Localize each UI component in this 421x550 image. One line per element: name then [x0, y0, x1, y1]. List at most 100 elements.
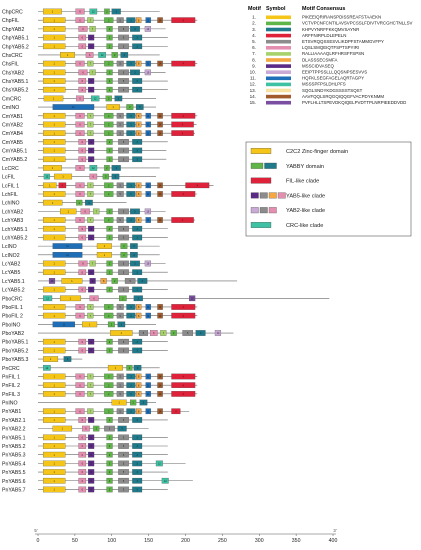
- gene-label: LchYAB2: [2, 209, 23, 215]
- motif-number: 3: [115, 176, 117, 179]
- motif-8-block: [135, 382, 142, 388]
- gene-row: PnYAB5.4 1 6 9 2 5 3 12: [2, 460, 186, 467]
- motif-number: 12: [164, 480, 167, 483]
- gene-label: PboYAB2: [2, 331, 24, 337]
- gene-row: PboYAB5.2 1 6 9 2 5 3: [2, 347, 168, 354]
- motif-6-block: [89, 173, 98, 180]
- motif-number: 2: [108, 376, 110, 379]
- motif-number: 6: [79, 132, 81, 135]
- motif-1-block: [43, 443, 66, 449]
- motif-number: 14: [159, 193, 162, 196]
- motif-number: 2: [108, 124, 110, 127]
- motif-number: 3.: [252, 27, 256, 32]
- motif-3-block: [111, 8, 121, 15]
- motif-number: 2: [108, 184, 110, 187]
- motif-4-block: [171, 17, 196, 24]
- gene-row: PnYAB5.6 1 6 9 2 5 3 12: [2, 477, 193, 485]
- motif-number: 2: [108, 19, 110, 22]
- motif-number: 6: [82, 462, 84, 465]
- motif-number: 1: [54, 341, 56, 344]
- motif-number: 7: [92, 71, 94, 74]
- motif-number: 1: [54, 28, 56, 31]
- motif-9-block: [88, 451, 95, 458]
- gene-label: LcYAB5.1: [2, 279, 25, 285]
- motif-number: 3: [118, 98, 120, 101]
- motif-number: 1: [54, 410, 56, 413]
- motif-5-block: [118, 434, 129, 441]
- motif-2-block: [104, 182, 114, 189]
- motif-9-block: [88, 469, 95, 475]
- motif-number: 6: [93, 297, 95, 300]
- motif-number: 2: [106, 11, 108, 14]
- motif-5-block: [118, 486, 129, 493]
- motif-number: 14: [159, 376, 162, 379]
- motif-3-block: [132, 269, 143, 276]
- motif-number: 4: [182, 132, 184, 135]
- legend-swatch: [250, 192, 259, 199]
- motif-7-block: [93, 208, 100, 215]
- motif-6-block: [78, 417, 87, 423]
- axis-tick-label: 250: [218, 538, 227, 544]
- motif-number: 7: [90, 315, 92, 318]
- motif-11-block: [145, 130, 151, 136]
- motif-6-block: [78, 139, 87, 145]
- motif-1-block: [43, 147, 66, 154]
- motif-5-block: [118, 286, 129, 293]
- motif-11-block: [145, 408, 151, 415]
- motif-6-block: [75, 391, 85, 397]
- motif-2-block: [111, 52, 118, 58]
- motif-7-block: [87, 17, 94, 24]
- motif-6-block: [75, 408, 85, 415]
- motif-6-block: [78, 86, 87, 93]
- motif-number: 3: [137, 480, 139, 483]
- motif-2-block: [104, 391, 114, 397]
- gene-label: CmYAB5.1: [2, 149, 27, 155]
- motif-3-block: [130, 260, 140, 267]
- motif-number: 1: [54, 228, 56, 231]
- motif-2-block: [106, 43, 113, 50]
- motif-number: 2: [109, 237, 111, 240]
- motif-8-block: [135, 60, 142, 67]
- gene-label: PnYAB5.2: [2, 444, 26, 450]
- motif-1-block: [111, 399, 127, 406]
- motif-5-block: [116, 391, 124, 397]
- motif-11-block: [145, 391, 151, 397]
- gene-label: CmYAB1: [2, 114, 23, 120]
- motif-number: 5: [120, 410, 122, 413]
- motif-number: 6: [82, 28, 84, 31]
- motif-1-block: [43, 34, 66, 41]
- motif-number: 2: [173, 332, 175, 335]
- motif-number: 6: [79, 184, 81, 187]
- motif-2-block: [111, 278, 118, 284]
- motif-1-block: [43, 234, 66, 241]
- motif-number: 6: [82, 237, 84, 240]
- gene-row: ChsCRC 1 6 12 2 3: [2, 52, 160, 59]
- gene-row: CmINO 11 1 2 3: [2, 104, 156, 111]
- motif-number: 8: [138, 384, 140, 387]
- motif-2-block: [106, 443, 113, 449]
- motif-number: 1: [54, 115, 56, 118]
- gene-label: PboFIL 1: [2, 305, 23, 311]
- motif-7-block: [87, 391, 94, 397]
- gene-label: ChpYAB5.2: [2, 44, 29, 50]
- motif-number: 9: [90, 462, 92, 465]
- motif-number: 14: [159, 315, 162, 318]
- motif-3-block: [126, 217, 136, 223]
- motif-number: 12: [46, 297, 49, 300]
- motif-consensus: AAVFQQLSRQGQIQQGFVACPDYKNMM: [302, 94, 384, 99]
- motif-number: 3: [200, 332, 202, 335]
- motif-1-block: [43, 156, 66, 163]
- motif-number: 11: [66, 254, 69, 257]
- motif-7-block: [87, 312, 94, 319]
- gene-label: ChpFIL: [2, 18, 19, 24]
- motif-14-block: [157, 391, 163, 397]
- motif-number: 12: [92, 11, 95, 14]
- motif-number: 6: [79, 63, 81, 66]
- motif-8-block: [135, 130, 142, 136]
- motif-4-block: [58, 182, 67, 189]
- motif-number: 3: [137, 80, 139, 83]
- motif-1-block: [43, 477, 66, 484]
- motif-consensus: PIKEEIQRIRANSPDISSREAFSTAAEKN: [302, 15, 381, 20]
- motif-6-block: [75, 373, 85, 380]
- motif-number: 1: [54, 489, 56, 492]
